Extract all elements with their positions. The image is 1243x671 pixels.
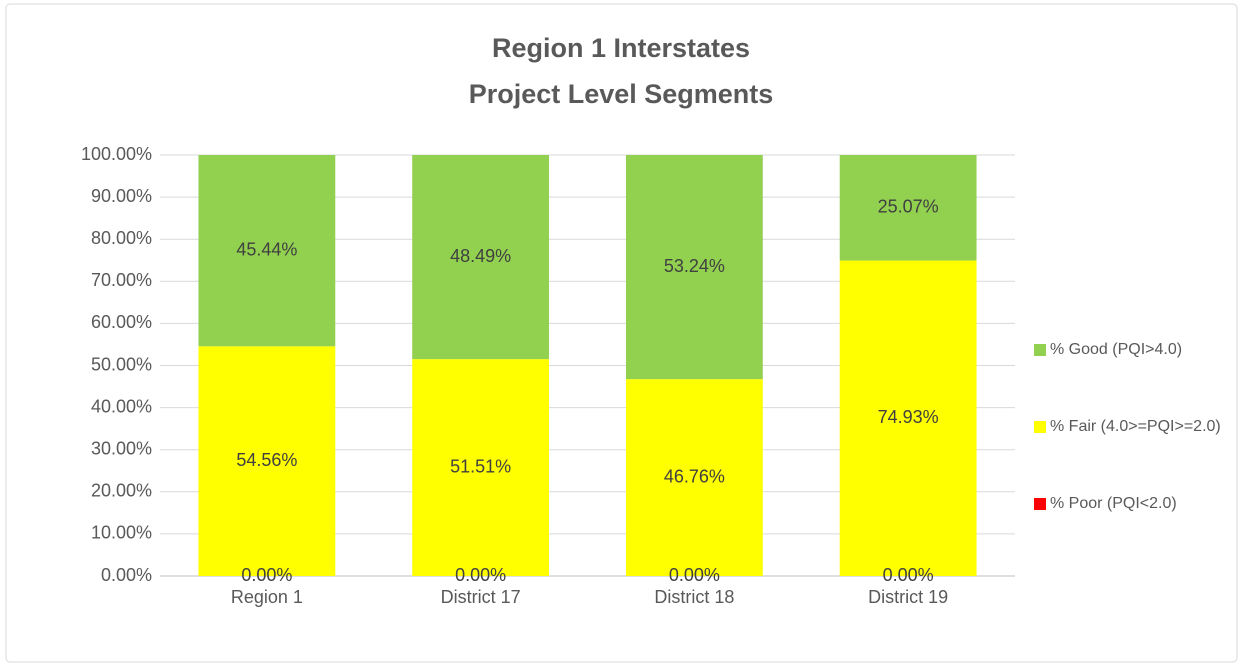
y-tick-label: 90.00%: [91, 186, 152, 206]
x-tick-label: District 19: [868, 587, 948, 607]
data-label: 46.76%: [664, 466, 725, 486]
legend-label: % Poor (PQI<2.0): [1050, 495, 1177, 512]
x-tick-label: Region 1: [231, 587, 303, 607]
data-label: 0.00%: [669, 565, 720, 585]
bar-segment: [625, 379, 763, 576]
data-label: 74.93%: [878, 407, 939, 427]
bar-segment: [412, 359, 550, 576]
legend-label: % Good (PQI>4.0): [1050, 341, 1182, 358]
y-tick-label: 100.00%: [81, 144, 152, 164]
bar-segment: [839, 155, 977, 261]
data-label: 0.00%: [241, 565, 292, 585]
data-label: 48.49%: [450, 246, 511, 266]
data-label: 51.51%: [450, 456, 511, 476]
y-tick-label: 20.00%: [91, 481, 152, 501]
y-tick-label: 40.00%: [91, 396, 152, 416]
y-tick-label: 60.00%: [91, 312, 152, 332]
data-label: 45.44%: [236, 239, 297, 259]
bar-segment: [625, 155, 763, 380]
bar-segment: [198, 155, 336, 347]
legend-label: % Fair (4.0>=PQI>=2.0): [1050, 418, 1221, 435]
data-label: 53.24%: [664, 256, 725, 276]
y-tick-label: 10.00%: [91, 523, 152, 543]
data-label: 25.07%: [878, 197, 939, 217]
legend-swatch: [1034, 421, 1046, 433]
legend-swatch: [1034, 498, 1046, 510]
y-tick-label: 70.00%: [91, 270, 152, 290]
y-tick-label: 30.00%: [91, 438, 152, 458]
x-tick-label: District 17: [441, 587, 521, 607]
bar-segment: [412, 155, 550, 360]
bar-segment: [839, 260, 977, 576]
x-tick-label: District 18: [654, 587, 734, 607]
legend-swatch: [1034, 344, 1046, 356]
bar-segment: [198, 346, 336, 576]
y-tick-label: 80.00%: [91, 228, 152, 248]
data-label: 0.00%: [455, 565, 506, 585]
chart-title: Project Level Segments: [469, 79, 774, 109]
y-tick-label: 0.00%: [101, 565, 152, 585]
data-label: 0.00%: [883, 565, 934, 585]
y-tick-label: 50.00%: [91, 354, 152, 374]
data-label: 54.56%: [236, 450, 297, 470]
chart-title: Region 1 Interstates: [492, 33, 750, 63]
